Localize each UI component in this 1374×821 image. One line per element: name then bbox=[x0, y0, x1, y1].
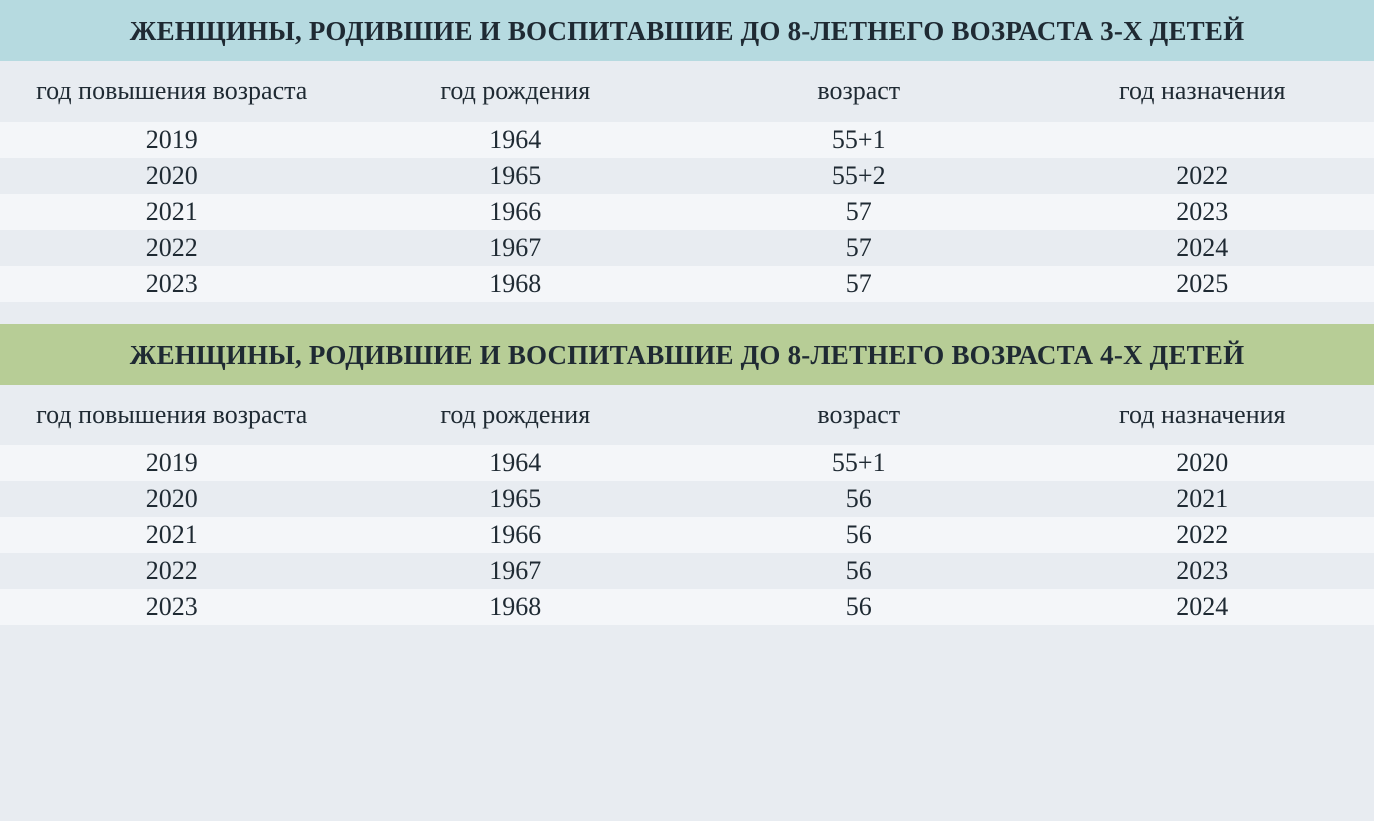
table-cell: 2023 bbox=[0, 266, 344, 302]
table-cell: 55+2 bbox=[687, 158, 1031, 194]
table-2: ЖЕНЩИНЫ, РОДИВШИЕ И ВОСПИТАВШИЕ ДО 8-ЛЕТ… bbox=[0, 324, 1374, 626]
table-cell: 1967 bbox=[344, 553, 688, 589]
table-cell: 1966 bbox=[344, 517, 688, 553]
table-row: 2022 1967 56 2023 bbox=[0, 553, 1374, 589]
table-row: 2020 1965 55+2 2022 bbox=[0, 158, 1374, 194]
table-cell: 2021 bbox=[1031, 481, 1374, 517]
table-row: 2022 1967 57 2024 bbox=[0, 230, 1374, 266]
table-cell: 2022 bbox=[0, 230, 344, 266]
table-cell: 55+1 bbox=[687, 445, 1031, 481]
table-cell: 2019 bbox=[0, 122, 344, 158]
table-1-header-col-2: возраст bbox=[687, 61, 1031, 122]
table-cell: 2023 bbox=[1031, 194, 1374, 230]
table-spacer bbox=[0, 302, 1374, 324]
table-cell: 2019 bbox=[0, 445, 344, 481]
table-cell: 2021 bbox=[0, 517, 344, 553]
table-cell: 2020 bbox=[0, 158, 344, 194]
table-1-headers: год повышения возраста год рождения возр… bbox=[0, 61, 1374, 122]
table-cell: 2022 bbox=[1031, 158, 1374, 194]
table-cell: 1964 bbox=[344, 445, 688, 481]
table-row: 2021 1966 57 2023 bbox=[0, 194, 1374, 230]
table-cell: 57 bbox=[687, 230, 1031, 266]
table-cell: 1966 bbox=[344, 194, 688, 230]
table-1-header-col-1: год рождения bbox=[344, 61, 688, 122]
table-row: 2023 1968 56 2024 bbox=[0, 589, 1374, 625]
table-cell: 1967 bbox=[344, 230, 688, 266]
table-cell: 2023 bbox=[1031, 553, 1374, 589]
table-2-headers: год повышения возраста год рождения возр… bbox=[0, 385, 1374, 446]
table-row: 2020 1965 56 2021 bbox=[0, 481, 1374, 517]
table-2-header-col-3: год назначения bbox=[1031, 385, 1374, 446]
table-row: 2021 1966 56 2022 bbox=[0, 517, 1374, 553]
table-cell: 1964 bbox=[344, 122, 688, 158]
table-cell: 1968 bbox=[344, 589, 688, 625]
table-cell: 2020 bbox=[0, 481, 344, 517]
table-cell: 56 bbox=[687, 517, 1031, 553]
table-cell bbox=[1031, 122, 1374, 158]
table-cell: 1968 bbox=[344, 266, 688, 302]
table-cell: 2023 bbox=[0, 589, 344, 625]
table-cell: 2024 bbox=[1031, 589, 1374, 625]
table-row: 2019 1964 55+1 bbox=[0, 122, 1374, 158]
table-row: 2019 1964 55+1 2020 bbox=[0, 445, 1374, 481]
page-root: ЖЕНЩИНЫ, РОДИВШИЕ И ВОСПИТАВШИЕ ДО 8-ЛЕТ… bbox=[0, 0, 1374, 625]
table-2-header-col-1: год рождения bbox=[344, 385, 688, 446]
table-cell: 2022 bbox=[1031, 517, 1374, 553]
table-cell: 2021 bbox=[0, 194, 344, 230]
table-2-header-col-2: возраст bbox=[687, 385, 1031, 446]
table-cell: 56 bbox=[687, 481, 1031, 517]
table-row: 2023 1968 57 2025 bbox=[0, 266, 1374, 302]
table-cell: 1965 bbox=[344, 158, 688, 194]
table-cell: 2025 bbox=[1031, 266, 1374, 302]
table-cell: 55+1 bbox=[687, 122, 1031, 158]
table-1: ЖЕНЩИНЫ, РОДИВШИЕ И ВОСПИТАВШИЕ ДО 8-ЛЕТ… bbox=[0, 0, 1374, 302]
table-1-title: ЖЕНЩИНЫ, РОДИВШИЕ И ВОСПИТАВШИЕ ДО 8-ЛЕТ… bbox=[0, 0, 1374, 61]
table-1-header-col-0: год повышения возраста bbox=[0, 61, 344, 122]
table-cell: 1965 bbox=[344, 481, 688, 517]
table-1-header-col-3: год назначения bbox=[1031, 61, 1374, 122]
table-cell: 57 bbox=[687, 194, 1031, 230]
table-cell: 56 bbox=[687, 553, 1031, 589]
table-2-title: ЖЕНЩИНЫ, РОДИВШИЕ И ВОСПИТАВШИЕ ДО 8-ЛЕТ… bbox=[0, 324, 1374, 385]
table-cell: 2024 bbox=[1031, 230, 1374, 266]
table-cell: 57 bbox=[687, 266, 1031, 302]
table-cell: 2020 bbox=[1031, 445, 1374, 481]
table-2-header-col-0: год повышения возраста bbox=[0, 385, 344, 446]
table-cell: 2022 bbox=[0, 553, 344, 589]
table-cell: 56 bbox=[687, 589, 1031, 625]
